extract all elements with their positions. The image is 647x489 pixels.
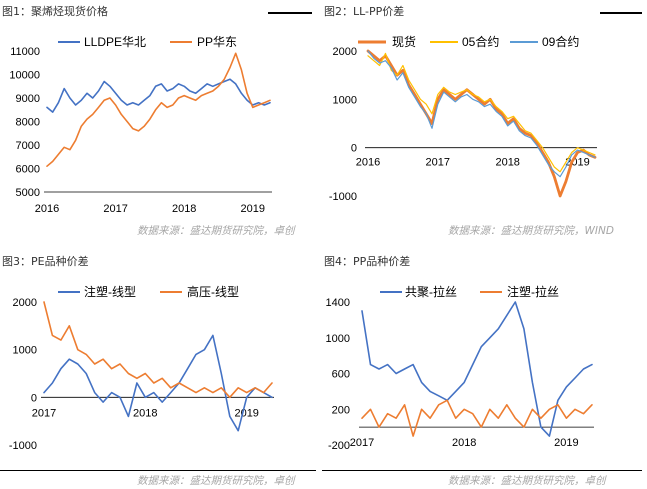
chart-2-series-line-1 <box>366 49 597 198</box>
y-tick-label: 5000 <box>16 187 40 199</box>
legend-label: LLDPE华北 <box>84 35 146 49</box>
legend-label: 共聚-拉丝 <box>405 284 457 299</box>
chart-panel-1: 图1：聚烯烃现货价格 5000 6000 7000 8000 9000 10000 1100… <box>0 0 322 239</box>
chart-1-series-line-2 <box>46 52 271 167</box>
y-tick-label: 1000 <box>326 333 350 345</box>
x-tick-label: 2016 <box>356 157 380 169</box>
data-source-note: 数据来源：盛达期货研究院，WIND <box>448 225 614 237</box>
chart-panel-3: 图3：PE品种价差 -1000 0 1000 2000 2017 2018 2019 注塑-线… <box>0 250 322 489</box>
divider-rule <box>0 470 316 471</box>
chart-3-series-line-2 <box>43 301 273 399</box>
legend-label: 05合约 <box>462 34 499 49</box>
x-tick-label: 2017 <box>32 407 56 419</box>
x-tick-label: 2017 <box>426 157 450 169</box>
legend-item: 05合约 <box>430 34 499 49</box>
chart-title: 图2：LL-PP价差 <box>324 5 405 18</box>
y-tick-label: 11000 <box>10 46 40 58</box>
chart-panel-2: 图2：LL-PP价差 -1000 0 1000 2000 2016 2017 2018 201… <box>322 0 644 239</box>
chart-title: 图3：PE品种价差 <box>2 255 89 268</box>
chart-4-series-line-1 <box>361 301 593 437</box>
y-tick-label: -200 <box>328 440 350 452</box>
y-tick-label: 1000 <box>13 345 37 357</box>
chart-1-series-line-1 <box>46 78 271 113</box>
data-source-note: 数据来源：盛达期货研究院，卓创 <box>448 475 606 487</box>
legend-item: 共聚-拉丝 <box>380 284 457 299</box>
chart-4-series-line-2 <box>361 399 593 437</box>
y-tick-label: 0 <box>31 392 37 404</box>
chart-panel-4: 图4：PP品种价差 -200 200 600 1000 1400 2017 2018 2019… <box>322 250 644 489</box>
y-tick-label: 0 <box>351 143 357 155</box>
data-source-note: 数据来源：盛达期货研究院，卓创 <box>137 475 295 487</box>
divider-rule <box>268 12 312 14</box>
x-tick-label: 2018 <box>452 437 476 449</box>
y-tick-label: 1000 <box>333 94 357 106</box>
legend-item: PP华东 <box>170 35 237 49</box>
y-tick-label: 7000 <box>16 140 40 152</box>
x-tick-label: 2017 <box>103 203 127 215</box>
legend-label: 注塑-线型 <box>84 284 136 299</box>
legend-label: 注塑-拉丝 <box>507 284 559 299</box>
x-tick-label: 2018 <box>172 203 196 215</box>
legend-label: PP华东 <box>197 35 237 49</box>
y-tick-label: 1400 <box>326 297 350 309</box>
divider-rule <box>600 12 642 14</box>
chart-2-series-line-2 <box>367 52 596 173</box>
y-tick-label: 2000 <box>333 46 357 58</box>
x-tick-label: 2016 <box>35 203 59 215</box>
y-tick-label: -1000 <box>329 191 357 203</box>
chart-svg-1: 5000 6000 7000 8000 9000 10000 11000 2016 2017 20… <box>9 35 272 215</box>
legend-item: 高压-线型 <box>160 284 239 299</box>
y-tick-label: -1000 <box>9 440 37 452</box>
y-tick-label: 200 <box>332 404 350 416</box>
legend-item: 注塑-拉丝 <box>480 284 559 299</box>
chart-title: 图4：PP品种价差 <box>324 255 411 268</box>
legend-item: 注塑-线型 <box>58 284 136 299</box>
divider-rule <box>322 470 642 471</box>
chart-svg-3: -1000 0 1000 2000 2017 2018 2019 注塑-线型 高压-线型 <box>9 284 274 452</box>
y-tick-label: 600 <box>332 369 350 381</box>
chart-2-series-line-3 <box>367 50 596 178</box>
y-tick-label: 10000 <box>9 70 40 82</box>
data-source-note: 数据来源：盛达期货研究院，卓创 <box>137 225 295 237</box>
legend-item: 09合约 <box>510 34 579 49</box>
chart-3-series-line-1 <box>43 334 273 432</box>
y-tick-label: 8000 <box>16 117 40 129</box>
chart-title: 图1：聚烯烃现货价格 <box>2 5 108 18</box>
x-tick-label: 2017 <box>350 437 374 449</box>
x-tick-label: 2018 <box>495 157 519 169</box>
legend-label: 现货 <box>392 34 416 49</box>
legend-item: LLDPE华北 <box>58 35 146 49</box>
y-tick-label: 9000 <box>16 93 40 105</box>
legend-label: 09合约 <box>542 34 579 49</box>
legend-label: 高压-线型 <box>187 284 239 299</box>
y-tick-label: 2000 <box>13 297 37 309</box>
legend-item: 现货 <box>358 34 416 49</box>
x-tick-label: 2019 <box>554 437 578 449</box>
x-tick-label: 2019 <box>241 203 265 215</box>
y-tick-label: 6000 <box>16 164 40 176</box>
x-tick-label: 2018 <box>133 407 157 419</box>
x-tick-label: 2019 <box>234 407 258 419</box>
chart-svg-4: -200 200 600 1000 1400 2017 2018 2019 共聚-拉丝 注塑-拉丝 <box>326 284 594 452</box>
